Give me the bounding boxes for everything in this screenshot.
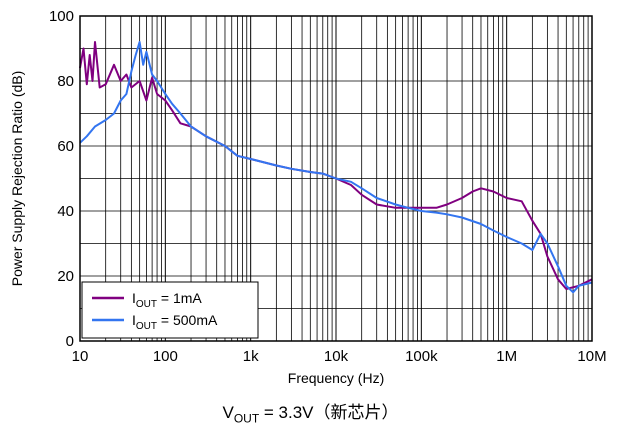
caption-rest: = 3.3V（新芯片） [259, 403, 399, 422]
legend-label-rest: = 1mA [157, 290, 202, 306]
legend-label-sub: OUT [136, 321, 157, 332]
x-tick-label: 1k [243, 348, 259, 365]
x-tick-label: 10 [72, 348, 89, 365]
y-axis-label: Power Supply Rejection Ratio (dB) [9, 71, 25, 287]
legend-label-main: I [132, 290, 136, 306]
y-tick-label: 60 [57, 138, 74, 155]
chart-caption: VOUT = 3.3V（新芯片） [0, 398, 621, 425]
tick-labels: 10 100 1k 10k 100k 1M 10M 0 20 40 60 80 100 [49, 8, 607, 365]
legend-label-500ma: IOUT = 500mA [132, 312, 218, 332]
caption-main: V [222, 403, 234, 422]
x-axis-label: Frequency (Hz) [288, 370, 384, 386]
y-tick-label: 20 [57, 268, 74, 285]
x-tick-label: 10M [577, 348, 606, 365]
caption-sub: OUT [233, 411, 260, 425]
y-tick-label: 80 [57, 73, 74, 90]
plot-frame [79, 15, 593, 342]
x-tick-label: 100 [153, 348, 178, 365]
legend-label-1ma: IOUT = 1mA [132, 290, 202, 310]
legend-label-rest: = 500mA [157, 312, 218, 328]
y-tick-label: 0 [66, 333, 74, 350]
series-lines [79, 41, 593, 294]
y-tick-label: 100 [49, 8, 74, 25]
y-tick-label: 40 [57, 203, 74, 220]
x-tick-label: 10k [324, 348, 349, 365]
x-tick-label: 100k [405, 348, 438, 365]
x-tick-label: 1M [496, 348, 517, 365]
series-line-500ma [79, 41, 593, 294]
legend-label-sub: OUT [136, 299, 157, 310]
legend: IOUT = 1mA IOUT = 500mA [81, 281, 259, 339]
legend-box [81, 281, 259, 339]
legend-label-main: I [132, 312, 136, 328]
